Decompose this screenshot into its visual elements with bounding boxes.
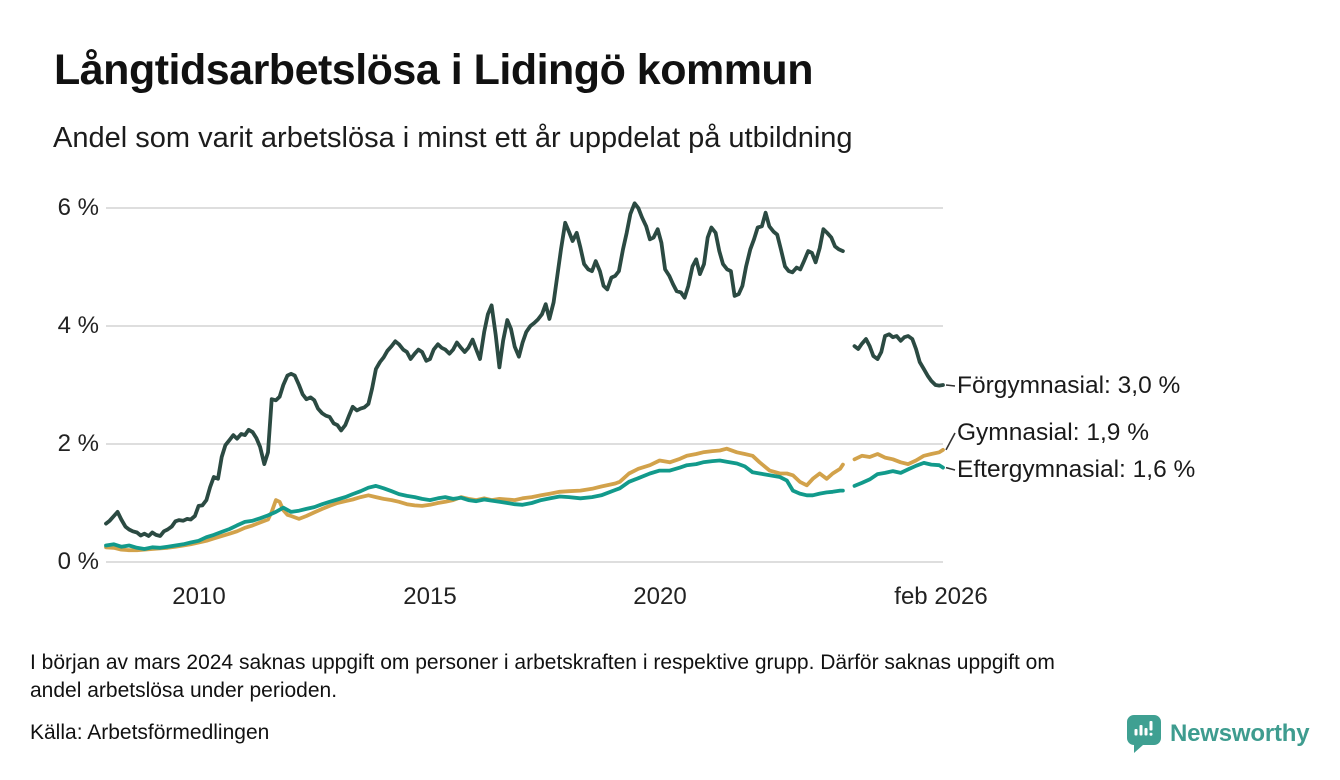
x-axis-tick-2015: 2015 bbox=[403, 583, 457, 610]
source-credit: Källa: Arbetsförmedlingen bbox=[30, 721, 270, 744]
page-title: Långtidsarbetslösa i Lidingö kommun bbox=[54, 46, 813, 94]
y-axis-tick-2: 2 % bbox=[57, 430, 99, 457]
series-label-gymnasial: Gymnasial: 1,9 % bbox=[957, 419, 1149, 446]
series-label-eftergymnasial: Eftergymnasial: 1,6 % bbox=[957, 456, 1196, 483]
footnote-line-1: I början av mars 2024 saknas uppgift om … bbox=[30, 651, 1055, 674]
chart-subtitle: Andel som varit arbetslösa i minst ett å… bbox=[53, 122, 853, 154]
y-axis-tick-0: 0 % bbox=[57, 548, 99, 575]
x-axis-tick-2020: 2020 bbox=[633, 583, 687, 610]
x-axis-tick-2010: 2010 bbox=[172, 583, 226, 610]
x-axis-tick-feb-2026: feb 2026 bbox=[894, 583, 988, 610]
y-axis-tick-6: 6 % bbox=[57, 194, 99, 221]
newsworthy-logo-icon bbox=[1127, 715, 1161, 753]
y-axis-tick-4: 4 % bbox=[57, 312, 99, 339]
series-label-forgymnasial: Förgymnasial: 3,0 % bbox=[957, 372, 1181, 399]
footnote-line-2: andel arbetslösa under perioden. bbox=[30, 678, 338, 702]
newsworthy-logo-text: Newsworthy bbox=[1170, 720, 1310, 747]
newsworthy-logo: Newsworthy bbox=[1126, 714, 1310, 754]
chart-footnote: I början av mars 2024 saknas uppgift om … bbox=[30, 649, 1055, 704]
